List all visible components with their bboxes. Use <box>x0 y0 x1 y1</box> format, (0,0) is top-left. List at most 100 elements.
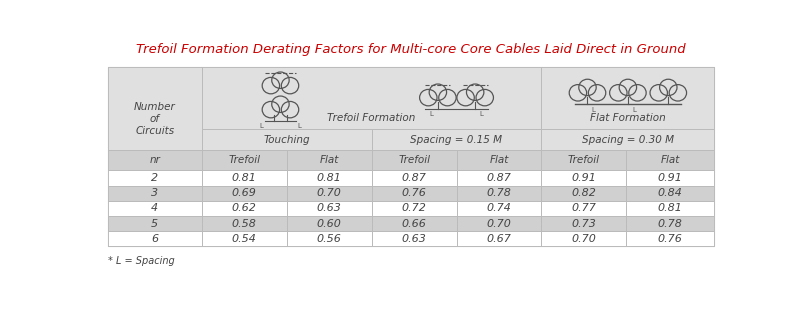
Text: 0.66: 0.66 <box>402 219 427 229</box>
Bar <box>626 216 715 231</box>
Bar <box>202 186 286 201</box>
Text: 0.72: 0.72 <box>402 203 427 213</box>
Text: Trefoil: Trefoil <box>229 155 260 165</box>
Bar <box>371 216 456 231</box>
Bar <box>541 231 626 246</box>
Text: L: L <box>632 107 636 113</box>
Bar <box>107 67 715 246</box>
Bar <box>286 216 371 231</box>
Bar <box>541 216 626 231</box>
Text: 0.81: 0.81 <box>232 173 257 183</box>
Text: 0.56: 0.56 <box>317 234 342 244</box>
Bar <box>286 186 371 201</box>
Text: Trefoil Formation: Trefoil Formation <box>327 113 415 123</box>
Text: * L = Spacing: * L = Spacing <box>107 256 175 266</box>
Bar <box>371 186 456 201</box>
Bar <box>626 170 715 186</box>
Bar <box>456 186 541 201</box>
Text: 0.91: 0.91 <box>572 173 597 183</box>
Bar <box>456 231 541 246</box>
Text: 0.70: 0.70 <box>572 234 597 244</box>
Bar <box>286 150 371 170</box>
Bar <box>456 150 541 170</box>
Text: Spacing = 0.15 M: Spacing = 0.15 M <box>411 134 503 144</box>
Text: 2: 2 <box>151 173 158 183</box>
Text: L: L <box>592 107 596 113</box>
Bar <box>626 231 715 246</box>
Bar <box>541 186 626 201</box>
Text: 0.67: 0.67 <box>487 234 512 244</box>
Bar <box>107 67 202 170</box>
Text: 0.76: 0.76 <box>402 188 427 198</box>
Bar <box>541 67 715 129</box>
Bar <box>202 67 541 129</box>
Bar <box>286 201 371 216</box>
Text: L: L <box>430 111 434 117</box>
Text: 0.78: 0.78 <box>658 219 683 229</box>
Text: Trefoil: Trefoil <box>568 155 600 165</box>
Text: 0.63: 0.63 <box>317 203 342 213</box>
Bar <box>286 170 371 186</box>
Text: Flat: Flat <box>489 155 508 165</box>
Bar <box>626 150 715 170</box>
Text: 0.91: 0.91 <box>658 173 683 183</box>
Text: 3: 3 <box>151 188 158 198</box>
Bar <box>107 201 202 216</box>
Text: 0.76: 0.76 <box>658 234 683 244</box>
Text: Trefoil Formation Derating Factors for Multi-core Core Cables Laid Direct in Gro: Trefoil Formation Derating Factors for M… <box>136 43 686 56</box>
Bar <box>202 150 286 170</box>
Bar <box>286 231 371 246</box>
Text: Flat: Flat <box>661 155 680 165</box>
Bar <box>107 186 202 201</box>
Text: 0.81: 0.81 <box>658 203 683 213</box>
Bar <box>107 150 202 170</box>
Text: 4: 4 <box>151 203 158 213</box>
Text: Flat Formation: Flat Formation <box>590 113 666 123</box>
Text: 0.87: 0.87 <box>487 173 512 183</box>
Bar <box>202 216 286 231</box>
Bar <box>541 170 626 186</box>
Text: 0.77: 0.77 <box>572 203 597 213</box>
Text: 0.70: 0.70 <box>487 219 512 229</box>
Text: 0.69: 0.69 <box>232 188 257 198</box>
Text: 0.73: 0.73 <box>572 219 597 229</box>
Bar <box>456 170 541 186</box>
Text: 0.70: 0.70 <box>317 188 342 198</box>
Text: nr: nr <box>149 155 160 165</box>
Text: 5: 5 <box>151 219 158 229</box>
Bar <box>371 201 456 216</box>
Text: 6: 6 <box>151 234 158 244</box>
Bar <box>202 231 286 246</box>
Bar <box>371 231 456 246</box>
Text: 0.58: 0.58 <box>232 219 257 229</box>
Bar <box>456 216 541 231</box>
Bar <box>202 129 371 150</box>
Text: 0.74: 0.74 <box>487 203 512 213</box>
Bar <box>371 129 541 150</box>
Bar <box>107 216 202 231</box>
Bar <box>371 170 456 186</box>
Text: 0.60: 0.60 <box>317 219 342 229</box>
Bar <box>202 170 286 186</box>
Text: Number
of
Circuits: Number of Circuits <box>134 102 176 135</box>
Text: L: L <box>480 111 484 117</box>
Bar <box>456 201 541 216</box>
Text: 0.87: 0.87 <box>402 173 427 183</box>
Text: 0.84: 0.84 <box>658 188 683 198</box>
Text: 0.63: 0.63 <box>402 234 427 244</box>
Text: Flat: Flat <box>319 155 338 165</box>
Bar <box>202 201 286 216</box>
Bar <box>626 186 715 201</box>
Bar <box>107 231 202 246</box>
Text: Spacing = 0.30 M: Spacing = 0.30 M <box>581 134 674 144</box>
Text: 0.78: 0.78 <box>487 188 512 198</box>
Bar <box>626 201 715 216</box>
Bar <box>541 129 715 150</box>
Bar <box>541 201 626 216</box>
Text: 0.82: 0.82 <box>572 188 597 198</box>
Text: L: L <box>298 123 301 129</box>
Bar <box>107 170 202 186</box>
Text: Trefoil: Trefoil <box>398 155 430 165</box>
Text: Touching: Touching <box>263 134 310 144</box>
Text: 0.62: 0.62 <box>232 203 257 213</box>
